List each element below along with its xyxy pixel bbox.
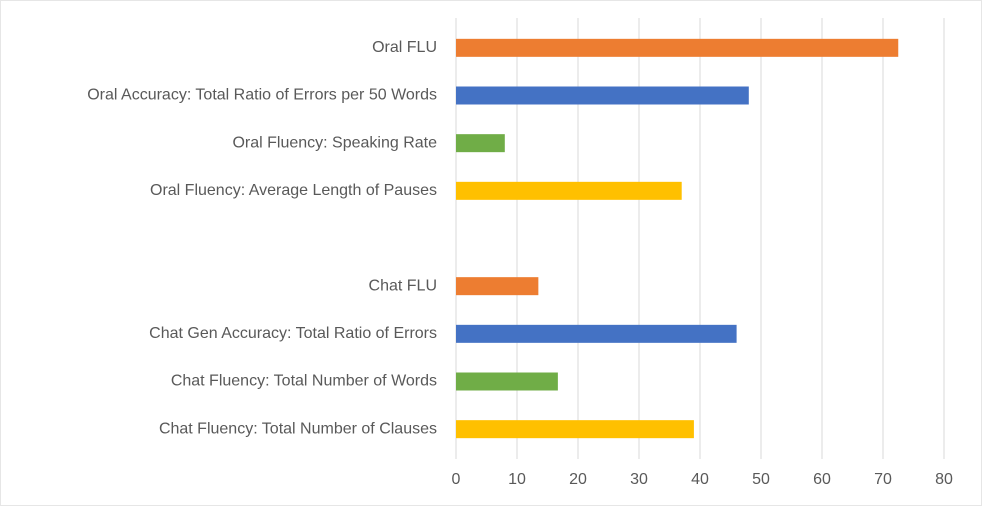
bar — [456, 86, 749, 105]
bar — [456, 372, 558, 391]
x-tick-label: 60 — [813, 471, 831, 488]
x-tick-label: 70 — [874, 471, 892, 488]
bar — [456, 134, 505, 153]
bar — [456, 38, 899, 57]
y-tick-label: Chat Gen Accuracy: Total Ratio of Errors — [149, 325, 437, 342]
y-tick-label: Oral Fluency: Speaking Rate — [232, 134, 437, 151]
x-tick-label: 30 — [630, 471, 648, 488]
x-tick-label: 40 — [691, 471, 709, 488]
x-tick-label: 80 — [935, 471, 953, 488]
y-tick-label: Chat FLU — [369, 277, 437, 294]
bar — [456, 277, 539, 296]
bar — [456, 324, 737, 343]
bar — [456, 420, 694, 439]
x-tick-label: 10 — [508, 471, 526, 488]
x-tick-label: 20 — [569, 471, 587, 488]
x-tick-label: 0 — [452, 471, 461, 488]
bar — [456, 181, 682, 200]
y-tick-label: Chat Fluency: Total Number of Clauses — [159, 420, 437, 437]
y-tick-label: Oral Accuracy: Total Ratio of Errors per… — [87, 87, 437, 104]
x-tick-label: 50 — [752, 471, 770, 488]
y-tick-label: Chat Fluency: Total Number of Words — [171, 373, 437, 390]
y-tick-label: Oral FLU — [372, 39, 437, 56]
y-tick-label: Oral Fluency: Average Length of Pauses — [150, 182, 437, 199]
